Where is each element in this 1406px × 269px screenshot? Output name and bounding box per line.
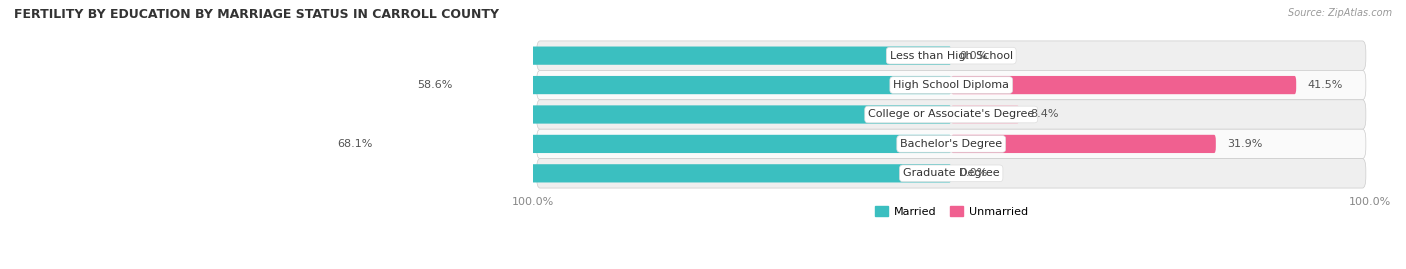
- Text: High School Diploma: High School Diploma: [893, 80, 1010, 90]
- FancyBboxPatch shape: [952, 105, 1019, 124]
- Text: Bachelor's Degree: Bachelor's Degree: [900, 139, 1002, 149]
- FancyBboxPatch shape: [384, 135, 952, 153]
- Text: 8.4%: 8.4%: [1031, 109, 1059, 119]
- Legend: Married, Unmarried: Married, Unmarried: [870, 202, 1032, 221]
- Text: 0.0%: 0.0%: [960, 168, 988, 178]
- FancyBboxPatch shape: [117, 164, 952, 182]
- FancyBboxPatch shape: [537, 70, 1365, 100]
- Text: 100.0%: 100.0%: [135, 51, 181, 61]
- Text: 91.6%: 91.6%: [205, 109, 245, 119]
- FancyBboxPatch shape: [117, 47, 952, 65]
- FancyBboxPatch shape: [537, 41, 1365, 70]
- Text: Source: ZipAtlas.com: Source: ZipAtlas.com: [1288, 8, 1392, 18]
- FancyBboxPatch shape: [537, 129, 1365, 159]
- FancyBboxPatch shape: [463, 76, 952, 94]
- Text: 58.6%: 58.6%: [416, 80, 453, 90]
- Text: 0.0%: 0.0%: [960, 51, 988, 61]
- Text: 100.0%: 100.0%: [135, 168, 181, 178]
- FancyBboxPatch shape: [537, 159, 1365, 188]
- Text: Graduate Degree: Graduate Degree: [903, 168, 1000, 178]
- Text: 31.9%: 31.9%: [1226, 139, 1263, 149]
- FancyBboxPatch shape: [537, 100, 1365, 129]
- Text: College or Associate's Degree: College or Associate's Degree: [868, 109, 1035, 119]
- Text: Less than High School: Less than High School: [890, 51, 1012, 61]
- FancyBboxPatch shape: [952, 76, 1296, 94]
- Text: 41.5%: 41.5%: [1308, 80, 1343, 90]
- FancyBboxPatch shape: [952, 135, 1216, 153]
- FancyBboxPatch shape: [187, 105, 952, 124]
- Text: FERTILITY BY EDUCATION BY MARRIAGE STATUS IN CARROLL COUNTY: FERTILITY BY EDUCATION BY MARRIAGE STATU…: [14, 8, 499, 21]
- Text: 68.1%: 68.1%: [337, 139, 373, 149]
